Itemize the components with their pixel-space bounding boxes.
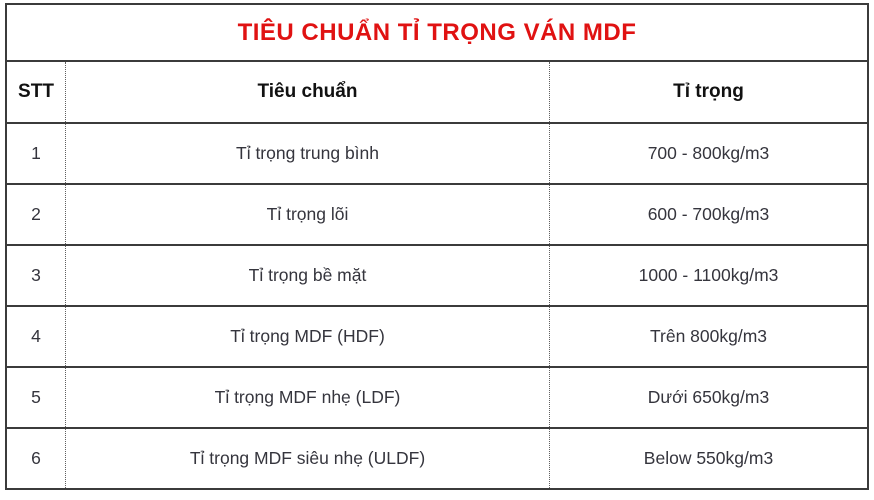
table-row: 1 Tỉ trọng trung bình 700 - 800kg/m3 bbox=[7, 124, 867, 185]
row-number-cell: 2 bbox=[31, 204, 41, 224]
density-cell: 700 - 800kg/m3 bbox=[549, 124, 867, 183]
table-header-row: STT Tiêu chuẩn Tỉ trọng bbox=[7, 62, 867, 124]
standard-cell: Tỉ trọng bề mặt bbox=[65, 246, 549, 305]
density-cell: Trên 800kg/m3 bbox=[549, 307, 867, 366]
row-number-cell: 1 bbox=[31, 143, 41, 163]
header-cell-standard: Tiêu chuẩn bbox=[65, 62, 549, 122]
standard-cell: Tỉ trọng MDF (HDF) bbox=[65, 307, 549, 366]
header-cell-density: Tỉ trọng bbox=[549, 62, 867, 122]
row-number-cell: 6 bbox=[31, 448, 41, 468]
density-cell: Below 550kg/m3 bbox=[549, 429, 867, 488]
standard-cell: Tỉ trọng MDF siêu nhẹ (ULDF) bbox=[65, 429, 549, 488]
row-number-cell: 3 bbox=[31, 265, 41, 285]
density-cell: Dưới 650kg/m3 bbox=[549, 368, 867, 427]
table-title-row: TIÊU CHUẨN TỈ TRỌNG VÁN MDF bbox=[7, 5, 867, 62]
header-cell-stt: STT bbox=[18, 81, 54, 102]
table-row: 3 Tỉ trọng bề mặt 1000 - 1100kg/m3 bbox=[7, 246, 867, 307]
density-cell: 1000 - 1100kg/m3 bbox=[549, 246, 867, 305]
table-row: 4 Tỉ trọng MDF (HDF) Trên 800kg/m3 bbox=[7, 307, 867, 368]
page-title: TIÊU CHUẨN TỈ TRỌNG VÁN MDF bbox=[237, 18, 637, 46]
density-cell: 600 - 700kg/m3 bbox=[549, 185, 867, 244]
table-row: 5 Tỉ trọng MDF nhẹ (LDF) Dưới 650kg/m3 bbox=[7, 368, 867, 429]
row-number-cell: 5 bbox=[31, 387, 41, 407]
row-number-cell: 4 bbox=[31, 326, 41, 346]
standard-cell: Tỉ trọng MDF nhẹ (LDF) bbox=[65, 368, 549, 427]
standard-cell: Tỉ trọng lõi bbox=[65, 185, 549, 244]
standard-cell: Tỉ trọng trung bình bbox=[65, 124, 549, 183]
table-row: 6 Tỉ trọng MDF siêu nhẹ (ULDF) Below 550… bbox=[7, 429, 867, 488]
table-row: 2 Tỉ trọng lõi 600 - 700kg/m3 bbox=[7, 185, 867, 246]
mdf-density-table: TIÊU CHUẨN TỈ TRỌNG VÁN MDF STT Tiêu chu… bbox=[5, 3, 869, 490]
